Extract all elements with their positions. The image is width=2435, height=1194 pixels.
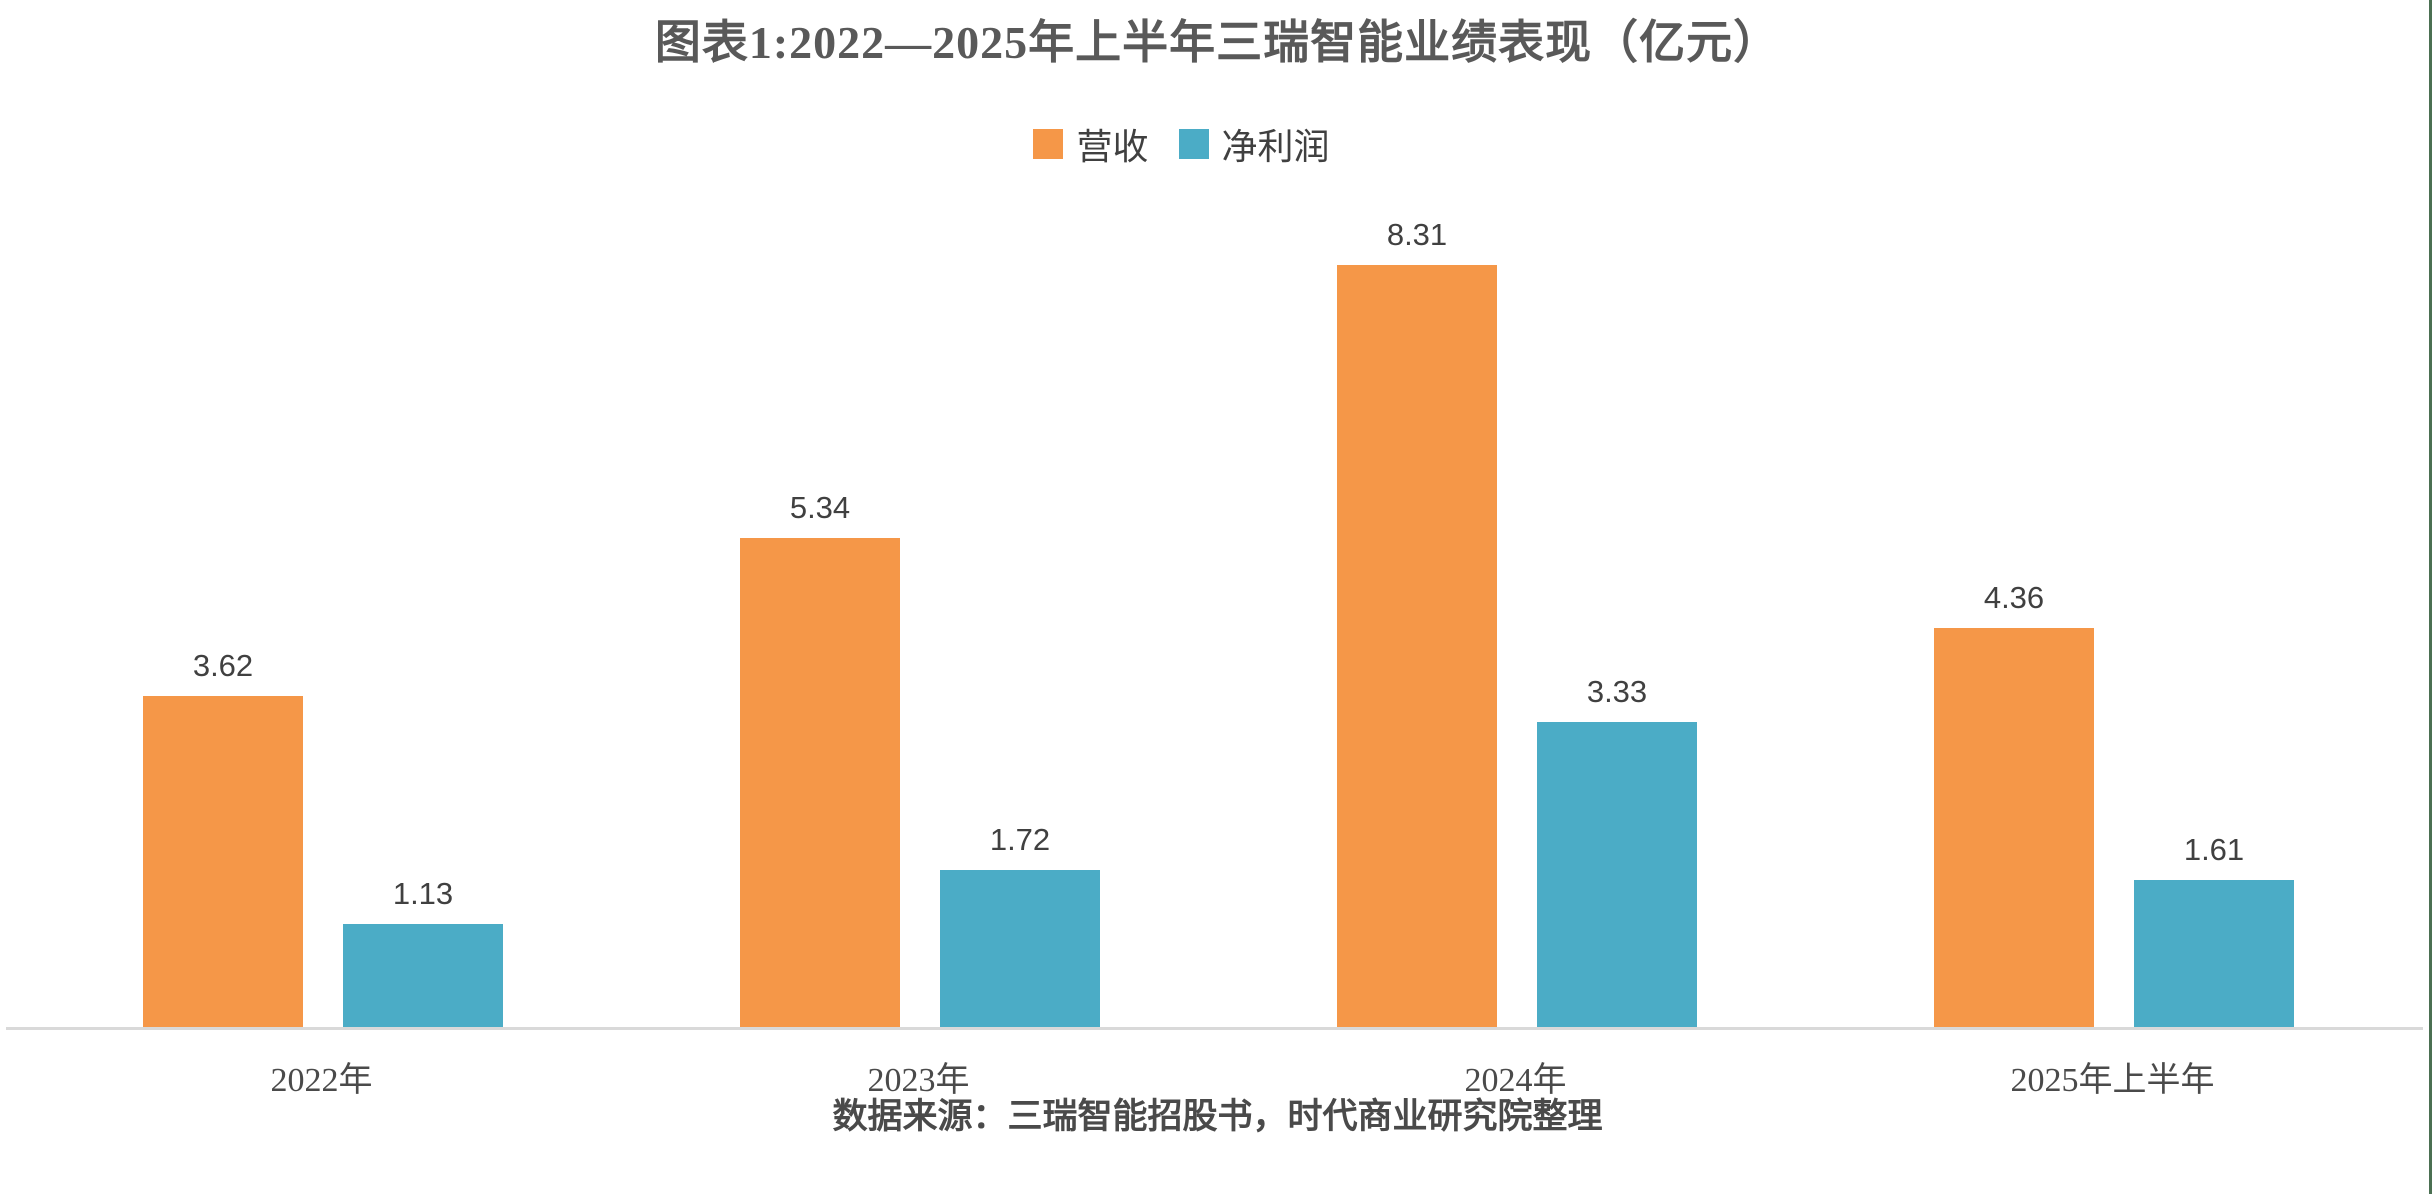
chart-legend: 营收 净利润: [0, 118, 2363, 170]
value-label-net-profit-2023: 1.72: [989, 822, 1051, 857]
tick-label-2023: 2023年: [867, 1062, 970, 1099]
tick-label-2022: 2022年: [270, 1062, 373, 1099]
chart-title: 图表1:2022—2025年上半年三瑞智能业绩表现（亿元）: [654, 17, 1781, 68]
tick-label-2024: 2024年: [1464, 1062, 1567, 1099]
legend-label-net-profit: 净利润: [1221, 127, 1330, 167]
legend-label-revenue: 营收: [1076, 127, 1149, 167]
legend-item-revenue: 营收: [1033, 118, 1149, 170]
x-axis-line: [6, 1027, 2423, 1030]
value-label-net-profit-2025h1: 1.61: [2183, 832, 2245, 867]
tick-label-2025h1: 2025年上半年: [2010, 1062, 2215, 1099]
bar-revenue-2022: [143, 696, 303, 1028]
value-label-net-profit-2024: 3.33: [1586, 674, 1648, 709]
bar-net-profit-2025h1: [2134, 880, 2294, 1028]
legend-item-net-profit: 净利润: [1178, 118, 1330, 170]
bar-revenue-2023: [740, 538, 900, 1028]
bar-revenue-2024: [1337, 265, 1497, 1028]
value-label-revenue-2024: 8.31: [1386, 217, 1448, 252]
bar-net-profit-2023: [940, 870, 1100, 1028]
page-right-border: [2429, 0, 2432, 1194]
bar-revenue-2025h1: [1934, 628, 2094, 1028]
value-label-revenue-2023: 5.34: [789, 490, 851, 525]
source-note: 数据来源：三瑞智能招股书，时代商业研究院整理: [832, 1097, 1603, 1136]
bar-net-profit-2024: [1537, 722, 1697, 1028]
revenue-swatch-icon: [1033, 129, 1064, 159]
value-label-revenue-2022: 3.62: [192, 648, 254, 683]
value-label-revenue-2025h1: 4.36: [1983, 580, 2045, 615]
value-label-net-profit-2022: 1.13: [392, 876, 454, 911]
bar-net-profit-2022: [343, 924, 503, 1028]
net-profit-swatch-icon: [1178, 129, 1209, 159]
